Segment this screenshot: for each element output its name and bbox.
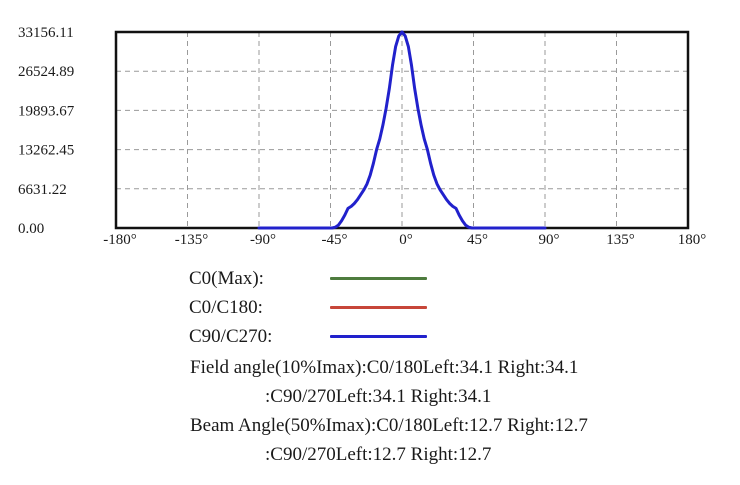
y-tick-label: 26524.89: [18, 64, 74, 80]
curve-group: [257, 30, 547, 230]
x-tick-label: 90°: [539, 232, 560, 248]
x-tick-label: 180°: [678, 232, 707, 248]
legend-line-c0c180-swatch: [330, 306, 427, 309]
legend-line-c0max-swatch: [330, 277, 427, 280]
angle-info-block: Field angle(10%Imax):C0/180Left:34.1 Rig…: [190, 353, 710, 469]
x-tick-label: 45°: [467, 232, 488, 248]
y-tick-label: 13262.45: [18, 143, 74, 159]
x-tick-label: -90°: [250, 232, 276, 248]
beam-angle-line-2: :C90/270Left:12.7 Right:12.7: [265, 444, 492, 465]
legend-label-c90c270: C90/C270:: [189, 326, 273, 347]
gridlines-group: [116, 32, 688, 228]
legend-row-c0c180: C0/C180:: [189, 293, 609, 322]
x-tick-label: -135°: [175, 232, 209, 248]
legend: C0(Max): C0/C180: C90/C270:: [189, 264, 609, 351]
x-axis-tick-labels: -180° -135° -90° -45° 0° 45° 90° 135° 180°: [103, 232, 706, 248]
x-tick-label: -45°: [322, 232, 348, 248]
field-angle-line-2: :C90/270Left:34.1 Right:34.1: [265, 386, 492, 407]
intensity-distribution-plot: -180° -135° -90° -45° 0° 45° 90° 135° 180° 33156…: [18, 25, 706, 248]
x-tick-label: 135°: [606, 232, 635, 248]
legend-row-c90c270: C90/C270:: [189, 322, 609, 351]
y-tick-label: 6631.22: [18, 182, 67, 198]
legend-label-c0max: C0(Max):: [189, 268, 264, 289]
y-tick-label: 0.00: [18, 221, 44, 237]
y-tick-label: 19893.67: [18, 103, 75, 119]
y-axis-tick-labels: 33156.11 26524.89 19893.67 13262.45 6631.22 0…: [18, 25, 75, 237]
field-angle-line-1: Field angle(10%Imax):C0/180Left:34.1 Rig…: [190, 357, 579, 378]
x-tick-label: 0°: [399, 232, 413, 248]
legend-label-c0c180: C0/C180:: [189, 297, 263, 318]
legend-line-c90c270-swatch: [330, 335, 427, 338]
legend-row-c0max: C0(Max):: [189, 264, 609, 293]
beam-angle-line-1: Beam Angle(50%Imax):C0/180Left:12.7 Righ…: [190, 415, 588, 436]
curve-c90-c270: [257, 30, 547, 230]
x-tick-label: -180°: [103, 232, 137, 248]
y-tick-label: 33156.11: [18, 25, 74, 41]
